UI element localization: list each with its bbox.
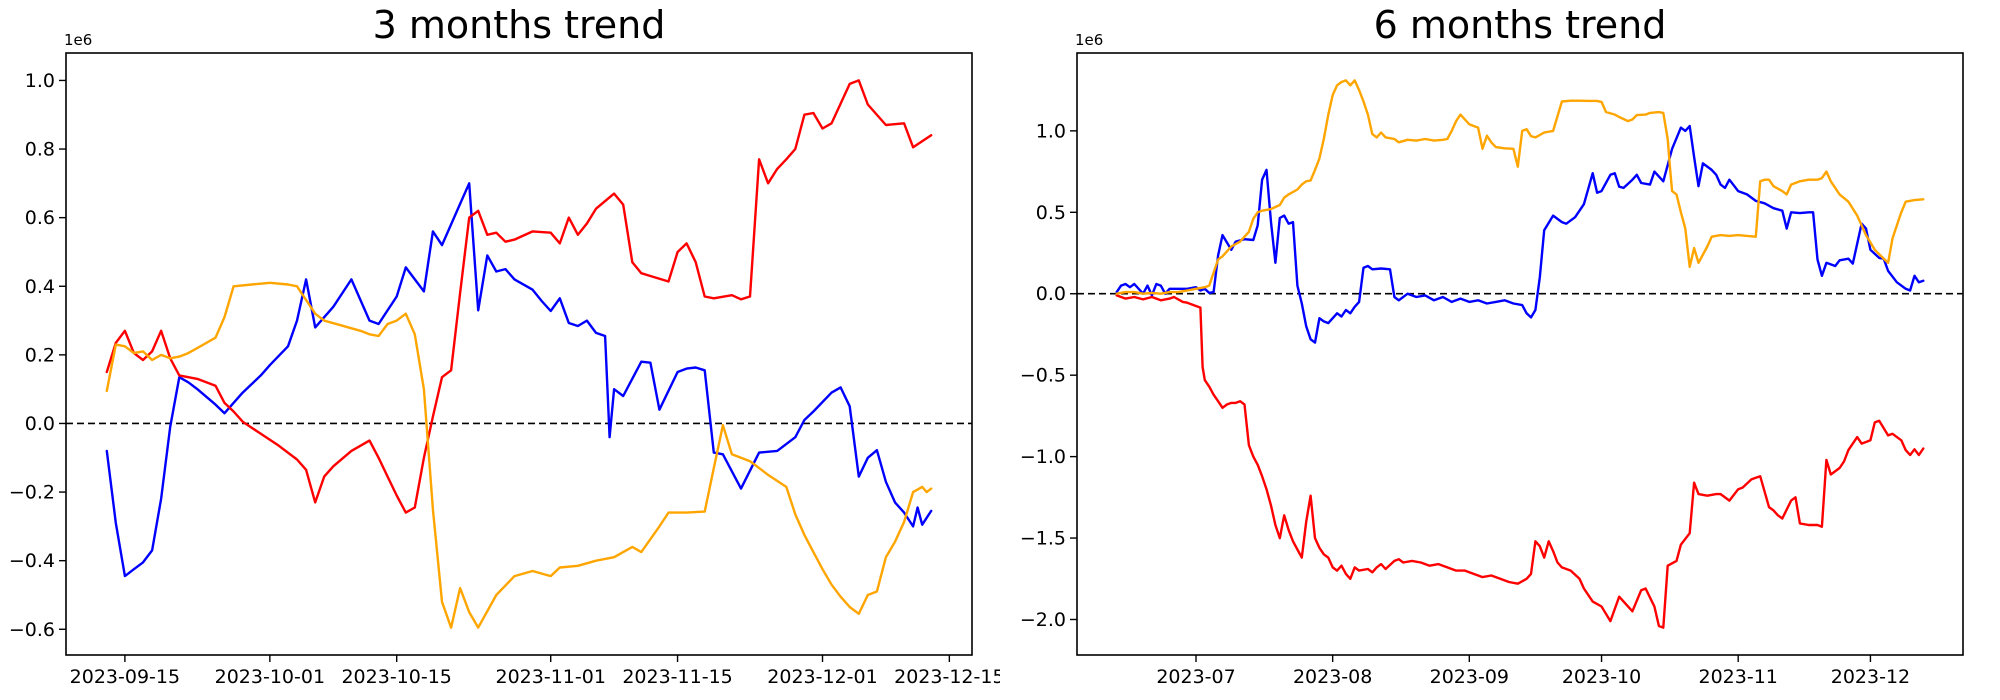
y-tick-label: 0.8 xyxy=(25,139,55,161)
series-line-red-series xyxy=(105,79,933,514)
y-tick-label: 1.0 xyxy=(1036,120,1066,142)
y-tick-label: 0.2 xyxy=(25,344,55,366)
y-tick-label: −1.0 xyxy=(1020,446,1066,468)
plot-area: 2023-09-15 2023-10-01 2023-10-15 2023-11-01… xyxy=(9,52,1000,688)
series-line-blue-series xyxy=(1115,124,1925,344)
y-tick-label: −0.4 xyxy=(9,550,55,572)
x-tick-label: 2023-08 xyxy=(1293,666,1372,688)
y-tick-label: 0.6 xyxy=(25,207,55,229)
y-axis-offset-label: 1e6 xyxy=(64,31,92,49)
chart-title: 3 months trend xyxy=(373,3,666,47)
x-tick-label: 2023-09-15 xyxy=(70,666,180,688)
y-tick-label: 0.0 xyxy=(1036,283,1066,305)
chart-panel-6-months-trend: 6 months trend 1e6 2023-07 2023-08 2023-09… xyxy=(1000,0,2000,700)
y-tick-label: 1.0 xyxy=(25,70,55,92)
y-tick-label: 0.5 xyxy=(1036,202,1066,224)
series-line-orange-series xyxy=(105,281,933,629)
line-chart-6-months-trend: 6 months trend 1e6 2023-07 2023-08 2023-09… xyxy=(1020,3,1964,688)
series-line-orange-series xyxy=(1115,79,1925,295)
y-tick-label: −0.2 xyxy=(9,482,55,504)
chart-panel-3-months-trend: 3 months trend 1e6 2023-09-15 2023-10-01 2… xyxy=(9,3,1000,688)
plot-border xyxy=(65,52,973,656)
x-tick-label: 2023-10-01 xyxy=(215,666,325,688)
x-tick-label: 2023-07 xyxy=(1156,666,1235,688)
series-line-blue-series xyxy=(105,182,933,578)
x-tick-label: 2023-10-15 xyxy=(341,666,451,688)
x-tick-label: 2023-12-01 xyxy=(767,666,877,688)
chart-title: 6 months trend xyxy=(1374,3,1667,47)
x-tick-label: 2023-11 xyxy=(1698,666,1777,688)
x-tick-label: 2023-11-01 xyxy=(495,666,605,688)
x-tick-label: 2023-09 xyxy=(1430,666,1509,688)
y-axis-offset-label: 1e6 xyxy=(1075,31,1103,49)
plot-border xyxy=(1076,52,1964,656)
y-tick-label: 0.4 xyxy=(25,276,55,298)
y-tick-label: −0.6 xyxy=(9,619,55,641)
series-line-red-series xyxy=(1115,294,1925,629)
x-tick-label: 2023-11-15 xyxy=(622,666,732,688)
y-tick-label: 0.0 xyxy=(25,413,55,435)
x-tick-label: 2023-12 xyxy=(1831,666,1910,688)
x-tick-label: 2023-12-15 xyxy=(894,666,1000,688)
y-tick-label: −0.5 xyxy=(1020,365,1066,387)
y-tick-label: −2.0 xyxy=(1020,609,1066,631)
line-chart-3-months-trend: 3 months trend 1e6 2023-09-15 2023-10-01 2… xyxy=(9,3,1000,688)
plot-area: 2023-07 2023-08 2023-09 2023-10 2023-11 2023-… xyxy=(1020,52,1964,688)
x-tick-label: 2023-10 xyxy=(1562,666,1641,688)
y-tick-label: −1.5 xyxy=(1020,528,1066,550)
